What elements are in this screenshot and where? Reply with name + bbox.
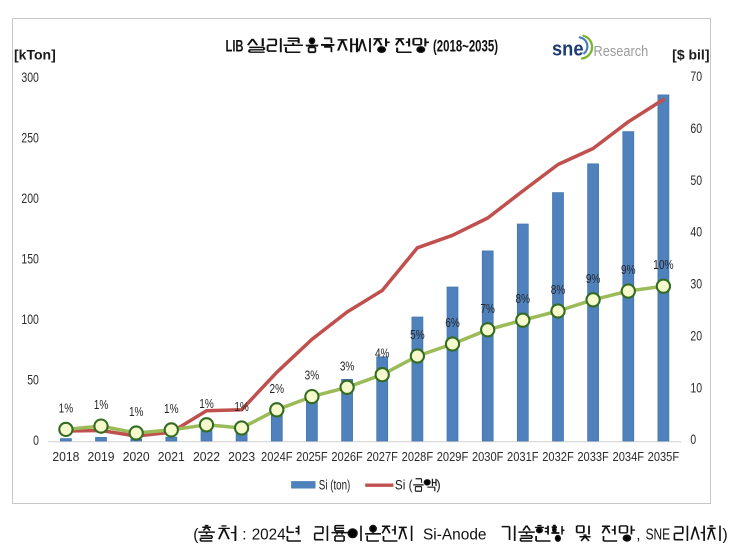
svg-text:LIB: LIB	[226, 37, 244, 56]
svg-text:2021: 2021	[158, 449, 185, 464]
svg-text:1%: 1%	[59, 400, 74, 415]
svg-text:0: 0	[33, 432, 39, 448]
svg-text:2032F: 2032F	[542, 449, 574, 464]
svg-text:8%: 8%	[551, 282, 566, 297]
svg-text:3%: 3%	[305, 368, 320, 383]
svg-text:1%: 1%	[164, 401, 179, 416]
svg-text:1%: 1%	[129, 404, 144, 419]
svg-text:Si-Anode: Si-Anode	[423, 526, 487, 543]
svg-text:10: 10	[690, 379, 702, 395]
svg-text:2024F: 2024F	[261, 449, 293, 464]
svg-text:): )	[436, 478, 441, 493]
svg-text:40: 40	[690, 224, 702, 240]
svg-text:(2018~2035): (2018~2035)	[433, 37, 498, 56]
svg-text:2020: 2020	[123, 449, 150, 464]
svg-text:30: 30	[690, 276, 702, 292]
svg-text:5%: 5%	[410, 327, 425, 342]
svg-text:2031F: 2031F	[507, 449, 539, 464]
svg-text:2022: 2022	[193, 449, 220, 464]
svg-text:60: 60	[690, 120, 702, 136]
svg-text:250: 250	[21, 129, 39, 145]
svg-text:50: 50	[27, 372, 39, 388]
svg-text:[$ bil]: [$ bil]	[672, 47, 709, 63]
svg-text:[kTon]: [kTon]	[14, 47, 56, 63]
svg-text:8%: 8%	[516, 291, 531, 306]
svg-text:2023: 2023	[228, 449, 255, 464]
svg-text:2029F: 2029F	[437, 449, 469, 464]
svg-text:2033F: 2033F	[577, 449, 609, 464]
svg-text:sne: sne	[552, 39, 584, 61]
svg-text:2034F: 2034F	[613, 449, 645, 464]
svg-text:2%: 2%	[270, 381, 285, 396]
svg-text:50: 50	[690, 172, 702, 188]
svg-text:SNE: SNE	[646, 526, 671, 543]
svg-text:2019: 2019	[88, 449, 115, 464]
svg-text:Research: Research	[594, 43, 649, 60]
svg-text:100: 100	[21, 311, 39, 327]
svg-text:6%: 6%	[445, 315, 460, 330]
svg-text:): )	[723, 526, 728, 543]
svg-text:150: 150	[21, 251, 39, 267]
svg-text:3%: 3%	[340, 358, 355, 373]
svg-text:1%: 1%	[94, 397, 109, 412]
svg-text:2035F: 2035F	[648, 449, 680, 464]
svg-text:300: 300	[21, 69, 39, 85]
svg-text:Si (ton): Si (ton)	[319, 478, 351, 493]
svg-text:9%: 9%	[621, 262, 636, 277]
svg-text:10%: 10%	[653, 257, 674, 272]
svg-text:1%: 1%	[199, 396, 214, 411]
svg-text:20: 20	[690, 327, 702, 343]
svg-text:(: (	[193, 526, 199, 543]
svg-text:2026F: 2026F	[331, 449, 363, 464]
svg-text:2028F: 2028F	[402, 449, 434, 464]
svg-text::: :	[242, 526, 246, 543]
svg-text:200: 200	[21, 190, 39, 206]
svg-text:1%: 1%	[234, 399, 249, 414]
svg-text:2024: 2024	[252, 526, 286, 543]
svg-text:9%: 9%	[586, 271, 601, 286]
svg-text:4%: 4%	[375, 346, 390, 361]
svg-text:7%: 7%	[480, 301, 495, 316]
svg-text:,: ,	[636, 526, 640, 543]
svg-text:Si (: Si (	[395, 478, 413, 493]
svg-text:2025F: 2025F	[296, 449, 328, 464]
svg-text:2018: 2018	[52, 449, 79, 464]
svg-text:70: 70	[690, 68, 702, 84]
svg-text:2030F: 2030F	[472, 449, 504, 464]
svg-text:2027F: 2027F	[366, 449, 398, 464]
svg-text:0: 0	[690, 431, 696, 447]
